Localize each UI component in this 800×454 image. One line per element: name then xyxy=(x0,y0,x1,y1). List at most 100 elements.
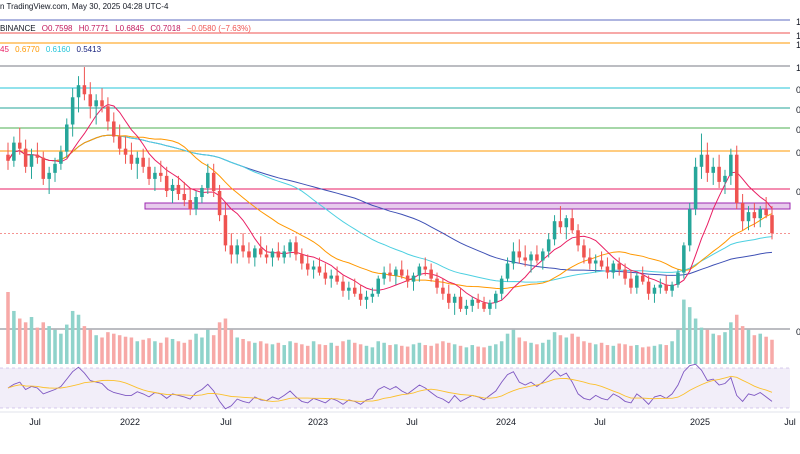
candle-129 xyxy=(764,209,768,216)
candle-50 xyxy=(300,254,304,264)
candle-111 xyxy=(658,284,663,288)
volume-bar-110 xyxy=(652,345,657,364)
candle-88 xyxy=(523,257,527,261)
volume-bar-96 xyxy=(570,333,574,364)
candle-33 xyxy=(200,187,204,198)
candle-114 xyxy=(676,272,680,285)
volume-bar-73 xyxy=(435,343,439,364)
candle-102 xyxy=(605,266,610,273)
candle-127 xyxy=(752,212,757,219)
candle-62 xyxy=(370,293,375,297)
y-axis-label-6: 0 xyxy=(796,125,800,135)
x-tick-label-7: 2025 xyxy=(690,417,710,427)
volume-bar-86 xyxy=(511,329,516,364)
volume-bar-105 xyxy=(623,344,627,364)
candle-107 xyxy=(635,275,639,288)
candle-4 xyxy=(29,154,34,167)
volume-bar-13 xyxy=(82,326,87,364)
volume-bar-33 xyxy=(200,337,204,364)
volume-bar-2 xyxy=(17,318,22,364)
volume-bar-101 xyxy=(599,342,604,364)
y-axis-label-4: 0 xyxy=(796,85,800,95)
volume-bar-93 xyxy=(552,332,557,364)
volume-bar-79 xyxy=(470,345,475,364)
candle-76 xyxy=(452,296,457,303)
volume-bar-3 xyxy=(23,322,28,364)
candle-96 xyxy=(570,218,574,231)
candle-29 xyxy=(176,184,181,194)
volume-bar-107 xyxy=(635,345,639,364)
candle-68 xyxy=(405,275,410,282)
volume-bar-20 xyxy=(123,336,128,364)
x-tick-label-3: 2023 xyxy=(308,417,328,427)
y-axis-label-0: 1 xyxy=(796,17,800,27)
header-close: C0.7018 xyxy=(150,24,181,33)
candle-16 xyxy=(100,100,104,107)
volume-bar-14 xyxy=(88,329,93,364)
volume-bar-27 xyxy=(164,337,169,364)
volume-bar-108 xyxy=(640,347,645,364)
volume-bar-1 xyxy=(12,310,16,364)
candle-100 xyxy=(593,260,598,264)
candle-73 xyxy=(435,278,439,288)
x-tick-label-2: Jul xyxy=(220,417,232,427)
volume-bar-68 xyxy=(405,346,410,364)
volume-bar-57 xyxy=(341,341,345,364)
candle-56 xyxy=(335,275,339,282)
volume-bar-65 xyxy=(388,345,392,364)
candle-2 xyxy=(17,142,22,149)
volume-bar-126 xyxy=(746,329,751,364)
candle-128 xyxy=(758,209,763,219)
candle-103 xyxy=(611,263,616,273)
volume-bar-85 xyxy=(505,333,510,364)
candle-3 xyxy=(23,148,28,167)
ma-line-short xyxy=(7,103,773,305)
volume-bar-56 xyxy=(335,345,339,364)
header-source: n TradingView.com, May 30, 2025 04:28 UT… xyxy=(0,2,169,11)
volume-bar-42 xyxy=(253,342,257,364)
candle-78 xyxy=(464,305,469,309)
candle-93 xyxy=(552,221,557,240)
candle-49 xyxy=(294,242,298,255)
volume-bar-26 xyxy=(159,342,163,364)
x-tick-label-4: Jul xyxy=(406,417,418,427)
volume-bar-47 xyxy=(282,345,286,364)
volume-bar-61 xyxy=(364,345,369,364)
candle-70 xyxy=(417,266,422,276)
candle-5 xyxy=(35,154,40,158)
volume-bar-7 xyxy=(47,326,51,364)
candle-123 xyxy=(729,154,733,176)
volume-bar-83 xyxy=(494,344,498,364)
volume-bar-128 xyxy=(758,333,763,364)
volume-bar-120 xyxy=(711,333,715,364)
header-exchange: BINANCE xyxy=(0,24,36,33)
rsi-line xyxy=(7,363,773,410)
candle-37 xyxy=(223,215,228,246)
volume-bar-88 xyxy=(523,341,527,364)
candle-119 xyxy=(705,154,710,173)
candle-80 xyxy=(476,299,480,303)
candle-45 xyxy=(270,251,275,258)
candle-53 xyxy=(317,266,322,273)
candle-26 xyxy=(159,172,163,176)
y-axis-label-1: 1 xyxy=(796,31,800,41)
candle-12 xyxy=(76,85,81,98)
candle-55 xyxy=(329,275,333,279)
volume-bar-50 xyxy=(300,344,304,364)
volume-bar-92 xyxy=(546,339,551,364)
volume-bar-23 xyxy=(141,339,145,364)
volume-bar-111 xyxy=(658,344,663,364)
volume-bar-35 xyxy=(211,335,216,364)
candle-21 xyxy=(129,154,134,164)
volume-bar-62 xyxy=(370,347,375,364)
candle-115 xyxy=(682,245,686,273)
candle-116 xyxy=(687,209,692,246)
header-high: H0.7771 xyxy=(78,24,109,33)
candle-58 xyxy=(347,287,351,291)
candle-31 xyxy=(188,200,192,210)
volume-bar-44 xyxy=(264,343,269,364)
candle-0 xyxy=(6,154,10,161)
candle-95 xyxy=(564,218,569,228)
volume-bar-4 xyxy=(29,317,34,364)
